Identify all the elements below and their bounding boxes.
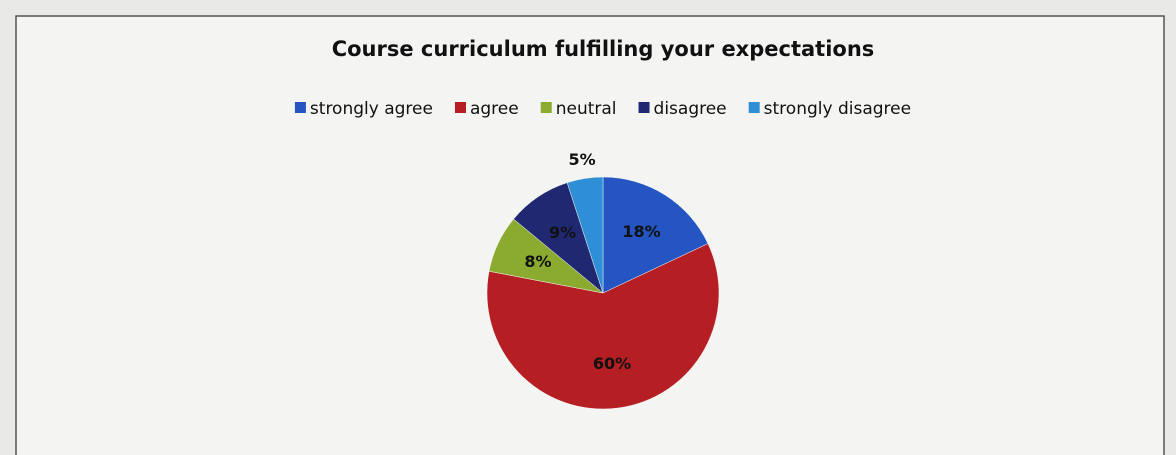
data-label: 8% xyxy=(524,252,551,271)
data-label: 60% xyxy=(593,354,631,373)
legend-swatch xyxy=(748,102,760,113)
legend-label: neutral xyxy=(556,99,617,119)
legend-swatch xyxy=(638,102,650,113)
legend-label: disagree xyxy=(654,99,727,119)
pie: 18% 60% 8% 9% 5% xyxy=(486,150,720,410)
data-label: 9% xyxy=(549,223,576,242)
legend-label: strongly disagree xyxy=(764,99,911,119)
data-label: 18% xyxy=(622,222,660,241)
pie-slice xyxy=(566,176,604,294)
data-label: 5% xyxy=(568,150,595,169)
legend-label: strongly agree xyxy=(310,99,433,119)
legend-label: agree xyxy=(470,99,519,119)
legend-swatch xyxy=(294,102,306,113)
pie-slice xyxy=(486,243,720,410)
chart-title: Course curriculum fulfilling your expect… xyxy=(332,37,875,61)
legend-swatch xyxy=(540,102,552,113)
pie-slice xyxy=(602,176,709,294)
legend-swatch xyxy=(454,102,466,113)
legend: strongly agree agree neutral disagree strong… xyxy=(294,99,911,119)
